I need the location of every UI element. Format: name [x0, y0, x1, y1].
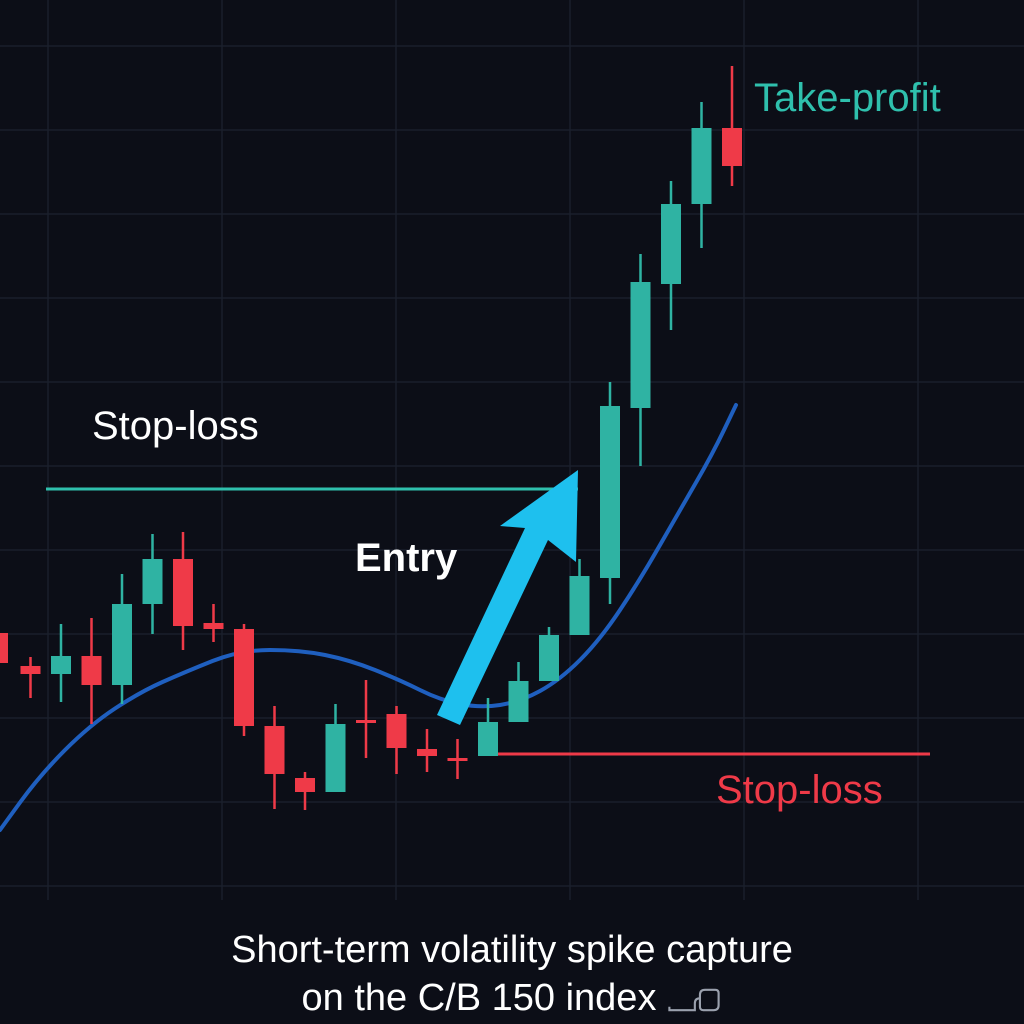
candle-body-up — [478, 722, 498, 756]
entry-arrow-icon — [437, 470, 578, 725]
candle-body-down — [722, 128, 742, 166]
candle-body-up — [112, 604, 132, 685]
candle-body-up — [325, 724, 346, 792]
stop-loss-bottom-label: Stop-loss — [716, 768, 883, 812]
candle-body-down — [386, 714, 407, 748]
caption-line-1: Short-term volatility spike capture — [231, 929, 793, 971]
candle-body-up — [661, 204, 681, 284]
candle-body-down — [0, 633, 8, 663]
candle-body-up — [142, 559, 163, 604]
candle-body-down — [295, 778, 315, 792]
candle-body-up — [569, 576, 590, 635]
caption-line-2: on the C/B 150 index — [0, 974, 1024, 1022]
candle-body-down — [356, 720, 376, 723]
candle-body-up — [539, 635, 559, 681]
candle-body-up — [691, 128, 712, 204]
candle-body-down — [81, 656, 102, 685]
candle-body-up — [51, 656, 71, 674]
stop-loss-top-label: Stop-loss — [92, 404, 259, 448]
candle-body-down — [203, 623, 224, 629]
candle-body-up — [508, 681, 529, 722]
moving-average-line — [0, 403, 738, 832]
candle-body-up — [600, 406, 620, 578]
candle-body-down — [234, 629, 254, 726]
chart-glyph-icon — [668, 988, 721, 1012]
candle-body-up — [630, 282, 651, 408]
candle-body-down — [173, 559, 193, 626]
candle-body-down — [20, 666, 41, 674]
chart-caption: Short-term volatility spike capture on t… — [0, 926, 1024, 1022]
entry-label: Entry — [355, 536, 458, 580]
candle-body-down — [417, 749, 437, 756]
candle-body-down — [447, 758, 468, 761]
candle-body-down — [264, 726, 285, 774]
caption-line-2-text: on the C/B 150 index — [301, 977, 657, 1019]
take-profit-label: Take-profit — [754, 76, 941, 120]
